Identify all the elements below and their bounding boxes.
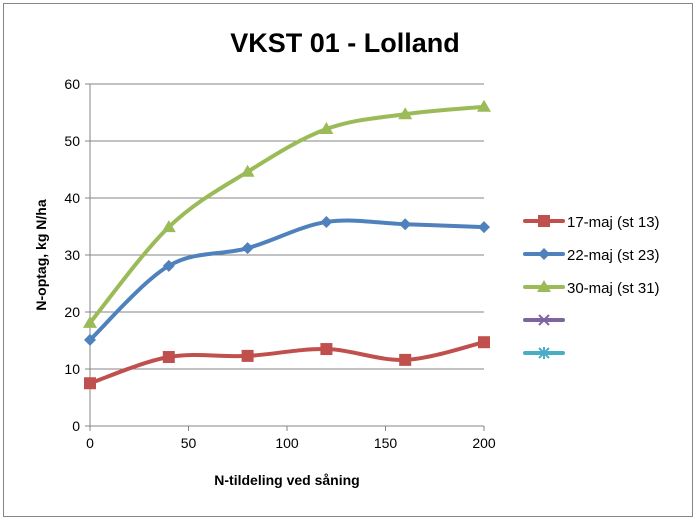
y-tick-label: 10 (64, 361, 80, 377)
y-tick-label: 60 (64, 76, 80, 92)
marker-triangle (537, 280, 551, 292)
series-line (88, 340, 486, 386)
y-tick-label: 40 (64, 190, 80, 206)
marker-diamond (320, 215, 333, 228)
chart-border (3, 3, 693, 517)
marker-diamond (241, 242, 254, 255)
y-tick-label: 0 (72, 418, 80, 434)
marker-square (241, 349, 254, 362)
marker-triangle (161, 220, 176, 233)
marker-star (538, 347, 550, 359)
marker-square (399, 353, 412, 366)
marker-triangle (240, 164, 255, 177)
x-tick-label: 0 (86, 435, 94, 451)
marker-diamond (538, 248, 550, 260)
marker-diamond (478, 221, 490, 234)
marker-diamond (162, 259, 175, 272)
marker-square (84, 377, 96, 390)
marker-square (478, 336, 490, 349)
y-tick-label: 20 (64, 304, 80, 320)
marker-x (538, 314, 550, 326)
marker-square (538, 215, 550, 227)
marker-diamond (84, 333, 96, 346)
marker-square (162, 351, 175, 364)
marker-triangle (398, 107, 413, 120)
y-tick-label: 30 (64, 247, 80, 263)
chart-title: VKST 01 - Lolland (230, 28, 460, 58)
y-axis-label: N-optag, kg N/ha (33, 199, 49, 310)
marker-square (320, 343, 333, 356)
x-tick-label: 50 (181, 435, 197, 451)
marker-triangle (477, 99, 491, 112)
marker-triangle (83, 315, 97, 328)
marker-diamond (399, 218, 412, 231)
legend-label: 17-maj (st 13) (567, 214, 660, 231)
x-tick-label: 100 (275, 435, 299, 451)
legend-label: 22-maj (st 23) (567, 247, 660, 264)
x-tick-label: 200 (472, 435, 496, 451)
marker-triangle (319, 122, 334, 135)
legend-label: 30-maj (st 31) (567, 280, 660, 297)
x-axis-label: N-tildeling ved såning (214, 472, 359, 488)
x-tick-label: 150 (374, 435, 398, 451)
y-tick-label: 50 (64, 133, 80, 149)
